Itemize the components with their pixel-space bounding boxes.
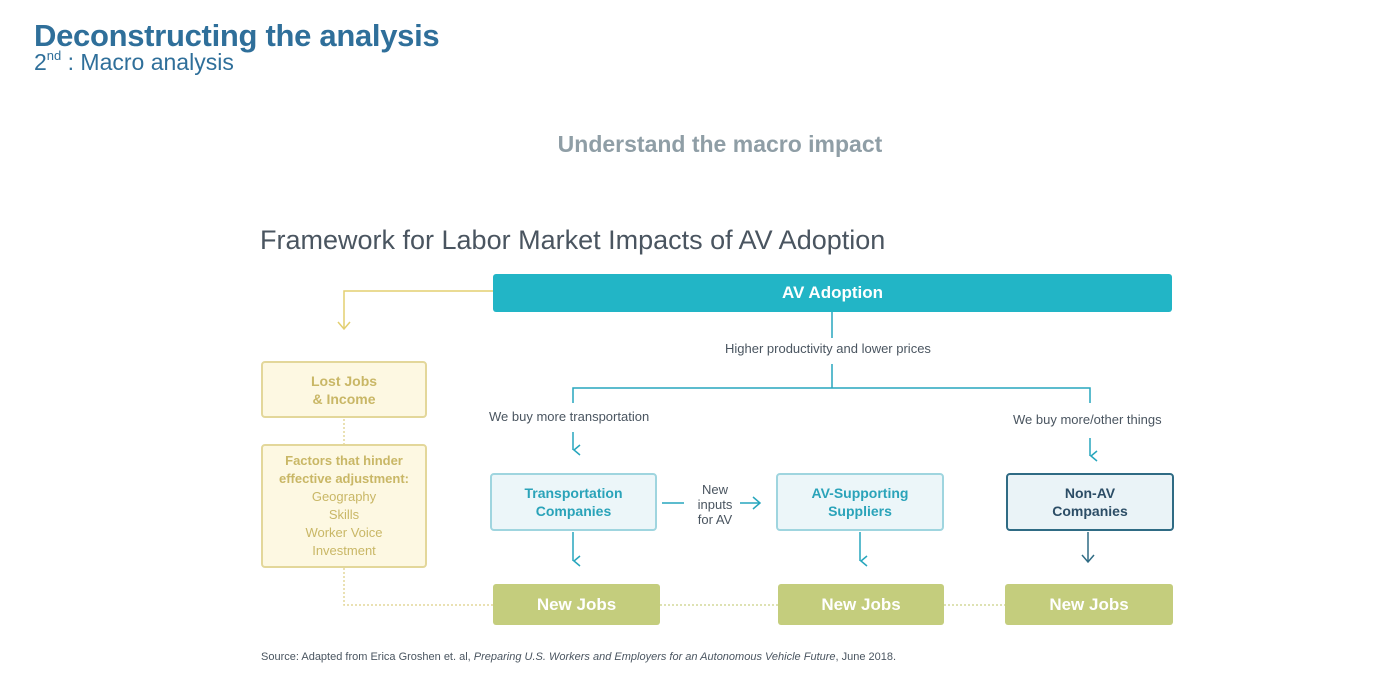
- suppliers-line-1: AV-Supporting: [811, 485, 909, 501]
- transport-line-2: Companies: [535, 503, 612, 519]
- arrowhead-nonav-to-jobs: [1081, 554, 1095, 564]
- non-av-companies-box: Non-AV Companies: [1006, 473, 1174, 531]
- new-inputs-line-2: inputs: [697, 497, 733, 512]
- suppliers-line-2: Suppliers: [828, 503, 892, 519]
- factors-heading-1: Factors that hinder: [285, 453, 403, 468]
- arrowhead-lost-jobs: [337, 321, 351, 331]
- source-citation: Source: Adapted from Erica Groshen et. a…: [261, 651, 896, 663]
- slide-title: Deconstructing the analysis: [34, 18, 440, 53]
- non-av-line-2: Companies: [1052, 503, 1128, 519]
- factor-investment: Investment: [312, 543, 376, 558]
- connector-av-to-lost-jobs: [343, 290, 493, 328]
- new-inputs-line-3: for AV: [697, 512, 733, 527]
- new-jobs-box-transport: New Jobs: [493, 584, 660, 625]
- connector-branch: [572, 387, 1091, 403]
- higher-productivity-label: Higher productivity and lower prices: [725, 341, 931, 356]
- new-jobs-box-non-av: New Jobs: [1005, 584, 1173, 625]
- new-inputs-label: New inputs for AV: [690, 482, 740, 527]
- transportation-companies-box: Transportation Companies: [490, 473, 657, 531]
- new-inputs-line-1: New: [701, 482, 728, 497]
- new-jobs-box-suppliers: New Jobs: [778, 584, 944, 625]
- factors-heading-2: effective adjustment:: [278, 471, 410, 486]
- factor-geography: Geography: [311, 489, 377, 504]
- dotted-factors-to-newjobs: [343, 568, 493, 606]
- source-suffix: , June 2018.: [835, 651, 897, 663]
- lost-jobs-line-2: & Income: [312, 390, 376, 407]
- diagram-title: Framework for Labor Market Impacts of AV…: [260, 225, 886, 255]
- subtitle-ordinal: 2: [34, 49, 47, 75]
- buy-other-things-label: We buy more/other things: [1013, 412, 1162, 427]
- source-title: Preparing U.S. Workers and Employers for…: [473, 651, 836, 663]
- av-adoption-box: AV Adoption: [493, 274, 1172, 312]
- arrowhead-new-inputs: [752, 496, 762, 510]
- lost-jobs-line-1: Lost Jobs: [310, 372, 378, 389]
- lost-jobs-box: Lost Jobs & Income: [261, 361, 427, 418]
- transport-line-1: Transportation: [524, 485, 623, 501]
- av-supporting-suppliers-box: AV-Supporting Suppliers: [776, 473, 944, 531]
- subtitle-text: : Macro analysis: [61, 49, 234, 75]
- source-prefix: Source: Adapted from Erica Groshen et. a…: [261, 651, 474, 663]
- section-heading: Understand the macro impact: [557, 131, 883, 157]
- non-av-line-1: Non-AV: [1064, 485, 1116, 501]
- slide-subtitle: 2nd : Macro analysis: [34, 48, 234, 76]
- factor-skills: Skills: [328, 507, 360, 522]
- buy-transportation-label: We buy more transportation: [489, 409, 650, 424]
- factor-worker-voice: Worker Voice: [305, 525, 383, 540]
- adjustment-factors-box: Factors that hinder effective adjustment…: [261, 444, 427, 568]
- subtitle-superscript: nd: [46, 48, 62, 63]
